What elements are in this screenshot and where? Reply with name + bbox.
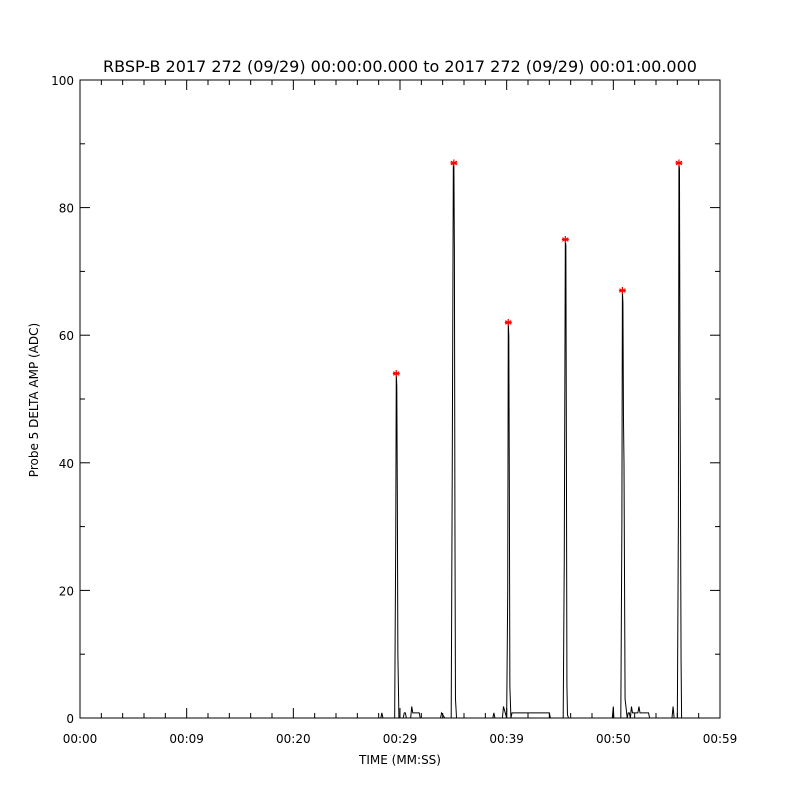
series-layer [80,159,720,719]
y-tick-label: 20 [59,584,74,598]
data-series-line [80,162,720,719]
peak-marker [450,159,458,167]
y-tick-label: 80 [59,202,74,216]
x-tick-label: 00:39 [489,732,524,746]
peak-marker [561,236,569,243]
y-tick-label: 0 [66,712,74,726]
peak-marker [504,318,512,326]
x-tick-label: 00:50 [596,732,631,746]
x-tick-label: 00:09 [169,732,204,746]
y-tick-label: 100 [51,74,74,88]
x-axis-label: TIME (MM:SS) [358,753,441,767]
plot-frame [79,79,721,719]
x-tick-label: 00:20 [276,732,311,746]
y-axis: 0 20 40 60 80 100 [51,74,720,726]
chart-title: RBSP-B 2017 272 (09/29) 00:00:00.000 to … [103,57,697,76]
y-tick-label: 60 [59,329,74,343]
peak-marker [392,369,400,377]
peak-marker [675,159,683,167]
y-tick-label: 40 [59,457,74,471]
x-tick-label: 00:59 [703,732,738,746]
x-axis: 00:00 00:09 00:20 00:29 00:39 00:50 00:59 [63,80,738,746]
x-tick-label: 00:00 [63,732,98,746]
x-tick-label: 00:29 [383,732,418,746]
y-axis-label: Probe 5 DELTA AMP (ADC) [27,323,41,477]
peak-marker [618,287,626,295]
